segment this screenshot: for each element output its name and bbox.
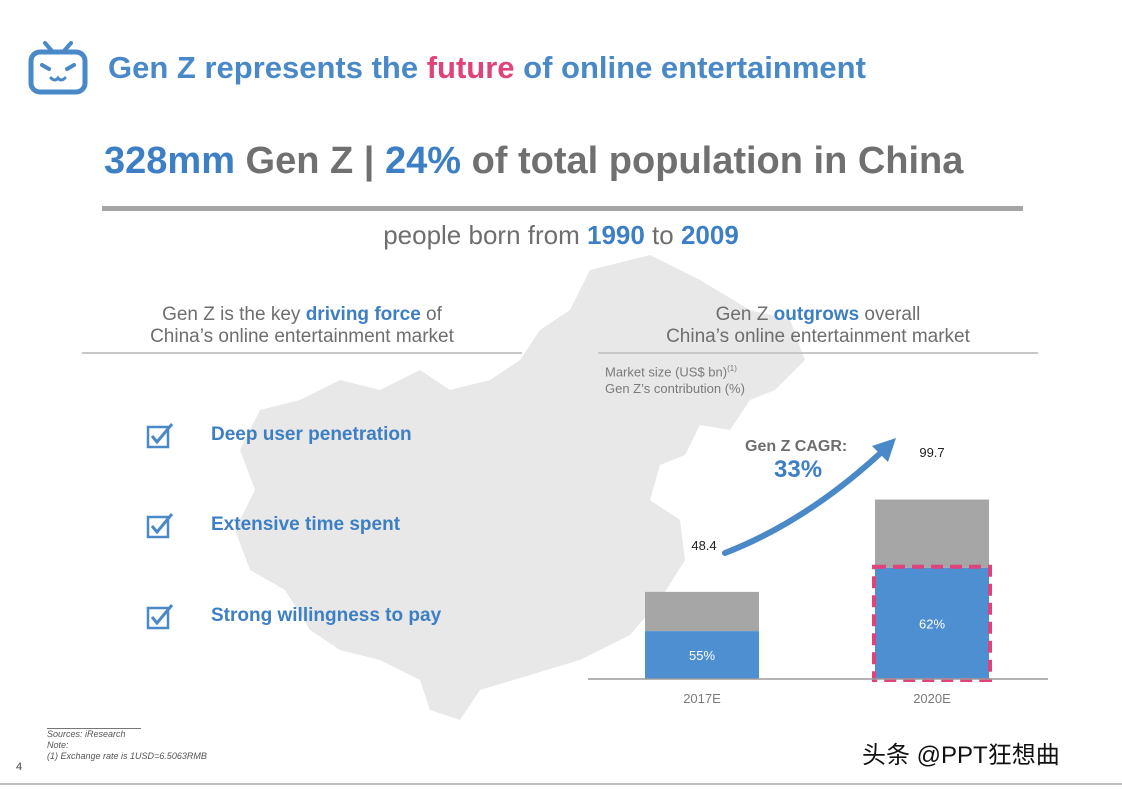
bullet-text: Deep user penetration bbox=[211, 424, 412, 445]
headline-divider bbox=[102, 206, 1023, 211]
headline-population: 328mm bbox=[104, 140, 235, 182]
left-column-heading: Gen Z is the key driving force of China’… bbox=[150, 304, 454, 347]
legend-market-size: Market size (US$ bn)(1) bbox=[605, 364, 737, 380]
right-column-divider bbox=[598, 352, 1038, 354]
left-column-divider bbox=[82, 352, 522, 354]
bar-highlight-outline bbox=[872, 564, 992, 682]
bar-segment-genz bbox=[875, 567, 989, 679]
footer-divider bbox=[0, 783, 1122, 785]
exchange-rate-note: (1) Exchange rate is 1USD=6.5063RMB bbox=[47, 751, 207, 761]
china-map-background bbox=[235, 255, 805, 720]
bar-total-label: 48.4 bbox=[691, 538, 716, 553]
sources-note: Sources: iResearch bbox=[47, 729, 126, 739]
bullet-item: Deep user penetration bbox=[145, 420, 412, 450]
title-highlight: future bbox=[426, 50, 515, 85]
cagr-value: 33% bbox=[774, 456, 823, 483]
x-tick-label: 2020E bbox=[913, 691, 951, 706]
note-label: Note: bbox=[47, 740, 69, 750]
x-tick-label: 2017E bbox=[683, 691, 721, 706]
checkbox-checked-icon bbox=[146, 513, 174, 539]
page-title: Gen Z represents the future of online en… bbox=[108, 50, 866, 85]
birth-range-subtitle: people born from 1990 to 2009 bbox=[383, 220, 739, 250]
page-number: 4 bbox=[16, 761, 23, 773]
bar-share-label: 62% bbox=[919, 616, 945, 631]
bar-segment-other bbox=[875, 499, 989, 568]
tv-face-icon bbox=[28, 41, 88, 95]
headline-percent: 24% bbox=[384, 140, 462, 182]
checkbox-checked-icon bbox=[146, 604, 174, 630]
market-size-chart: 55% 2017E 62% 2020E 48.4 99.7 bbox=[588, 438, 1048, 706]
headline: 328mm Gen Z | 24% of total population in… bbox=[104, 140, 964, 182]
footnote-divider bbox=[47, 728, 141, 729]
bar-segment-genz bbox=[645, 631, 759, 679]
bullet-text: Strong willingness to pay bbox=[211, 605, 442, 626]
right-column-heading: Gen Z outgrows overall China’s online en… bbox=[666, 304, 970, 347]
cagr-label: Gen Z CAGR: bbox=[745, 438, 848, 455]
bar-segment-other bbox=[645, 591, 759, 632]
checkbox-checked-icon bbox=[146, 423, 174, 449]
bar-share-label: 55% bbox=[689, 648, 715, 663]
bullet-text: Extensive time spent bbox=[211, 514, 401, 535]
bullet-item: Strong willingness to pay bbox=[145, 601, 441, 631]
growth-arrow-icon bbox=[722, 443, 891, 556]
bullet-item: Extensive time spent bbox=[145, 510, 400, 540]
watermark: 头条 @PPT狂想曲 bbox=[862, 742, 1060, 769]
growth-arrow-head bbox=[872, 438, 896, 462]
bar-total-label: 99.7 bbox=[919, 445, 944, 460]
legend-genz-contribution: Gen Z’s contribution (%) bbox=[605, 381, 745, 396]
